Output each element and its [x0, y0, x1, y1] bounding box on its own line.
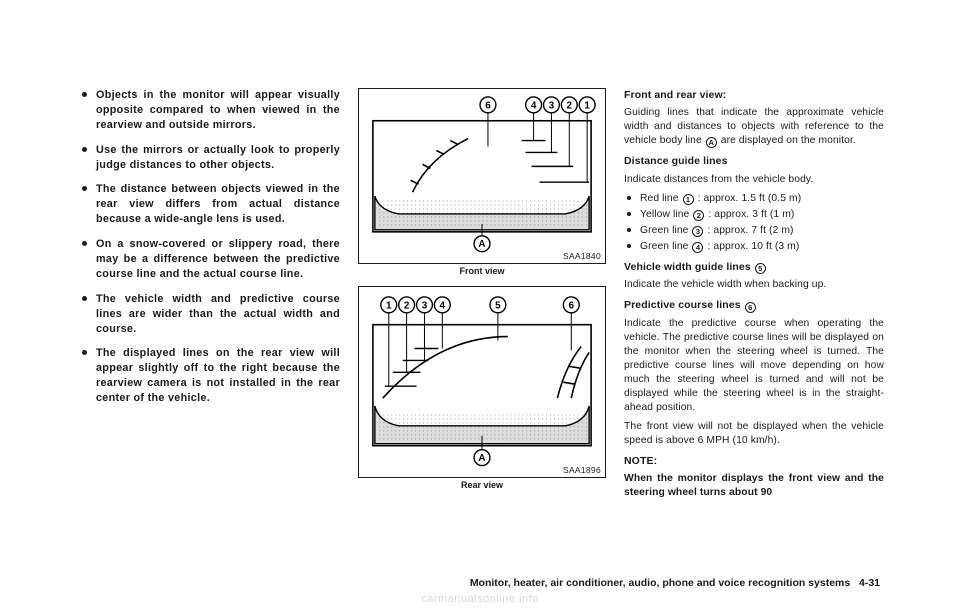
- column-3: Front and rear view: Guiding lines that …: [624, 88, 884, 505]
- svg-text:6: 6: [569, 300, 575, 311]
- figure-code: SAA1840: [563, 251, 601, 261]
- callout-4: 4: [531, 100, 537, 111]
- callout-6: 6: [485, 100, 491, 111]
- svg-text:1: 1: [386, 300, 392, 311]
- figure-caption-rear: Rear view: [358, 480, 606, 490]
- figure-code: SAA1896: [563, 465, 601, 475]
- ref-a-icon: A: [706, 137, 717, 148]
- ref-5-icon: 5: [755, 263, 766, 274]
- body-text: Indicate the vehicle width when backing …: [624, 278, 884, 292]
- note-body: When the monitor displays the front view…: [624, 472, 884, 500]
- ref-1-icon: 1: [683, 194, 694, 205]
- body-text: Guiding lines that indicate the approxim…: [624, 106, 884, 148]
- callout-1: 1: [584, 100, 590, 111]
- body-text: The front view will not be displayed whe…: [624, 420, 884, 448]
- page-content: Objects in the monitor will appear visua…: [80, 88, 880, 505]
- footer-page: 4-31: [859, 577, 880, 589]
- column-1: Objects in the monitor will appear visua…: [80, 88, 340, 505]
- heading-width-guide: Vehicle width guide lines 5: [624, 260, 884, 275]
- svg-text:4: 4: [440, 300, 446, 311]
- list-item: The displayed lines on the rear view wil…: [80, 346, 340, 406]
- svg-text:5: 5: [495, 300, 501, 311]
- callout-2: 2: [567, 100, 573, 111]
- figure-rear-view: 1 2 3 4 5 6: [358, 286, 606, 478]
- svg-text:2: 2: [404, 300, 410, 311]
- rear-view-diagram: 1 2 3 4 5 6: [359, 287, 605, 477]
- watermark: carmanualsonline.info: [421, 593, 539, 605]
- warning-bullet-list: Objects in the monitor will appear visua…: [80, 88, 340, 406]
- figure-front-view: 6 4 3 2 1: [358, 88, 606, 264]
- distance-list: Red line 1 : approx. 1.5 ft (0.5 m) Yell…: [624, 192, 884, 254]
- list-item: Use the mirrors or actually look to prop…: [80, 143, 340, 173]
- svg-text:3: 3: [422, 300, 428, 311]
- list-item: Green line 3 : approx. 7 ft (2 m): [624, 224, 884, 238]
- list-item: The vehicle width and predictive course …: [80, 292, 340, 337]
- list-item: The distance between objects viewed in t…: [80, 182, 340, 227]
- figure-caption-front: Front view: [358, 266, 606, 276]
- ref-2-icon: 2: [693, 210, 704, 221]
- heading-predictive: Predictive course lines 6: [624, 298, 884, 313]
- list-item: Yellow line 2 : approx. 3 ft (1 m): [624, 208, 884, 222]
- ref-4-icon: 4: [692, 242, 703, 253]
- footer-section: Monitor, heater, air conditioner, audio,…: [470, 577, 850, 589]
- callout-a: A: [478, 239, 485, 250]
- list-item: On a snow-covered or slippery road, ther…: [80, 237, 340, 282]
- callout-3: 3: [549, 100, 555, 111]
- front-view-diagram: 6 4 3 2 1: [359, 89, 605, 264]
- body-text: Indicate distances from the vehicle body…: [624, 173, 884, 187]
- note-label: NOTE:: [624, 454, 884, 468]
- body-text: Indicate the predictive course when oper…: [624, 317, 884, 415]
- ref-6-icon: 6: [745, 302, 756, 313]
- column-2: 6 4 3 2 1: [358, 88, 606, 505]
- svg-text:A: A: [478, 453, 485, 464]
- list-item: Green line 4 : approx. 10 ft (3 m): [624, 240, 884, 254]
- heading-distance-guide: Distance guide lines: [624, 154, 884, 168]
- heading-front-rear: Front and rear view:: [624, 88, 884, 102]
- page-footer: Monitor, heater, air conditioner, audio,…: [470, 577, 880, 589]
- list-item: Objects in the monitor will appear visua…: [80, 88, 340, 133]
- list-item: Red line 1 : approx. 1.5 ft (0.5 m): [624, 192, 884, 206]
- ref-3-icon: 3: [692, 226, 703, 237]
